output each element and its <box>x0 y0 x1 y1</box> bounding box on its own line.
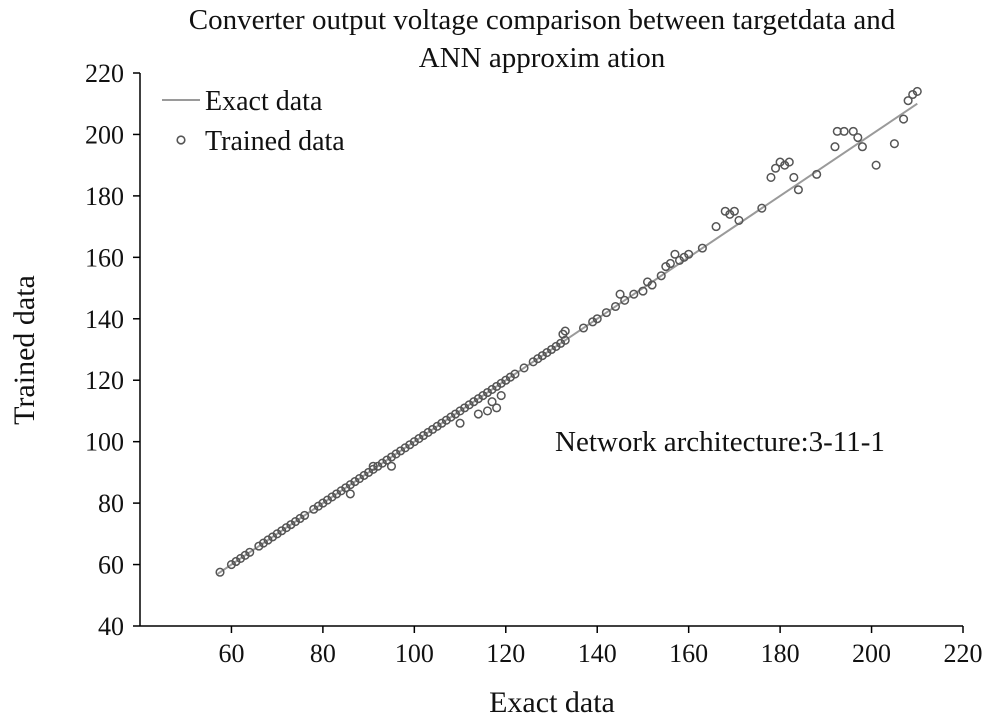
trained-data-point <box>455 418 465 428</box>
x-axis-label: Exact data <box>489 686 615 719</box>
trained-data-point <box>345 489 355 499</box>
trained-data-point <box>368 461 378 471</box>
trained-data-point <box>830 142 840 152</box>
x-tick-label: 160 <box>669 639 708 668</box>
y-tick-label: 60 <box>98 551 124 580</box>
trained-data-point <box>770 163 781 173</box>
trained-data-point <box>684 249 694 259</box>
trained-data-point <box>610 301 621 312</box>
trained-data-point <box>839 126 849 136</box>
chart-title-line-2: ANN approxim ation <box>419 42 666 74</box>
trained-data-point <box>711 222 721 232</box>
trained-data-point <box>496 391 506 401</box>
trained-data-point <box>647 280 657 290</box>
y-tick-label: 180 <box>85 182 124 211</box>
plot-area: 60 80 100 120 140 160 180 200 220 40 60 80 100 120 14… <box>85 59 983 668</box>
trained-data-point <box>300 510 310 520</box>
x-tick-label: 100 <box>395 639 434 668</box>
trained-data-point <box>629 289 639 299</box>
trained-data-point <box>245 547 255 557</box>
y-tick-label: 200 <box>85 120 124 149</box>
trained-data-point <box>578 323 589 333</box>
y-tick-label: 160 <box>85 243 124 272</box>
y-tick-label: 40 <box>98 612 124 641</box>
trained-data-point <box>620 295 630 305</box>
trained-data-point <box>638 286 648 296</box>
trained-data-point <box>903 96 913 106</box>
trained-data-point <box>789 172 799 183</box>
trained-data-point <box>857 142 867 152</box>
chart-title-line-1: Converter output voltage comparison betw… <box>189 4 896 36</box>
x-tick-label: 220 <box>944 639 983 668</box>
trained-data-point <box>697 243 707 253</box>
x-tick-label: 200 <box>852 639 891 668</box>
legend-label-exact-data: Exact data <box>205 86 323 117</box>
y-tick-label: 220 <box>85 59 124 88</box>
trained-data-point <box>734 215 744 226</box>
trained-data-point <box>670 249 680 259</box>
trained-data-point <box>853 132 863 143</box>
network-architecture-annotation: Network architecture:3-11-1 <box>555 426 885 458</box>
trained-data-point <box>766 172 776 183</box>
legend: Exact data Trained data <box>162 86 345 157</box>
trained-data-point <box>793 185 803 195</box>
data-marks <box>215 86 922 577</box>
x-tick-label: 180 <box>761 639 800 668</box>
trained-data-point <box>757 203 767 213</box>
trained-data-point <box>492 403 502 413</box>
trained-data-point <box>215 567 225 577</box>
y-tick-label: 80 <box>98 489 124 518</box>
y-axis-ticks: 40 60 80 100 120 140 160 180 200 220 <box>85 59 140 641</box>
trained-data-point <box>487 397 497 407</box>
trained-data-point <box>912 86 922 96</box>
trained-data-point <box>784 157 794 167</box>
x-axis-ticks: 60 80 100 120 140 160 180 200 220 <box>218 626 983 668</box>
trained-data-point <box>473 409 483 419</box>
trained-data-point <box>601 308 611 318</box>
legend-label-trained-data: Trained data <box>205 126 345 157</box>
trained-data-point <box>729 206 739 216</box>
x-tick-label: 60 <box>218 639 244 668</box>
trained-data-point <box>812 169 822 179</box>
trained-data-point <box>871 160 881 170</box>
trained-data-point <box>519 363 529 373</box>
y-axis-label: Trained data <box>8 275 41 425</box>
trained-data-point <box>592 314 602 324</box>
trained-data-point <box>615 289 625 299</box>
legend-marker-symbol <box>176 135 186 145</box>
x-tick-label: 80 <box>310 639 336 668</box>
y-tick-label: 120 <box>85 366 124 395</box>
trained-data-point <box>665 258 675 269</box>
y-tick-label: 140 <box>85 305 124 334</box>
trained-data-point <box>848 126 858 136</box>
trained-data-point <box>386 461 397 471</box>
trained-data-point <box>482 406 493 416</box>
exact-data-line <box>217 102 918 575</box>
trained-data-point <box>510 369 520 379</box>
y-tick-label: 100 <box>85 428 124 457</box>
trained-data-point <box>899 114 909 124</box>
trained-data-point <box>889 139 899 149</box>
x-tick-label: 120 <box>486 639 525 668</box>
trained-data-point <box>656 271 666 281</box>
trained-data-point <box>560 326 570 336</box>
x-tick-label: 140 <box>578 639 617 668</box>
